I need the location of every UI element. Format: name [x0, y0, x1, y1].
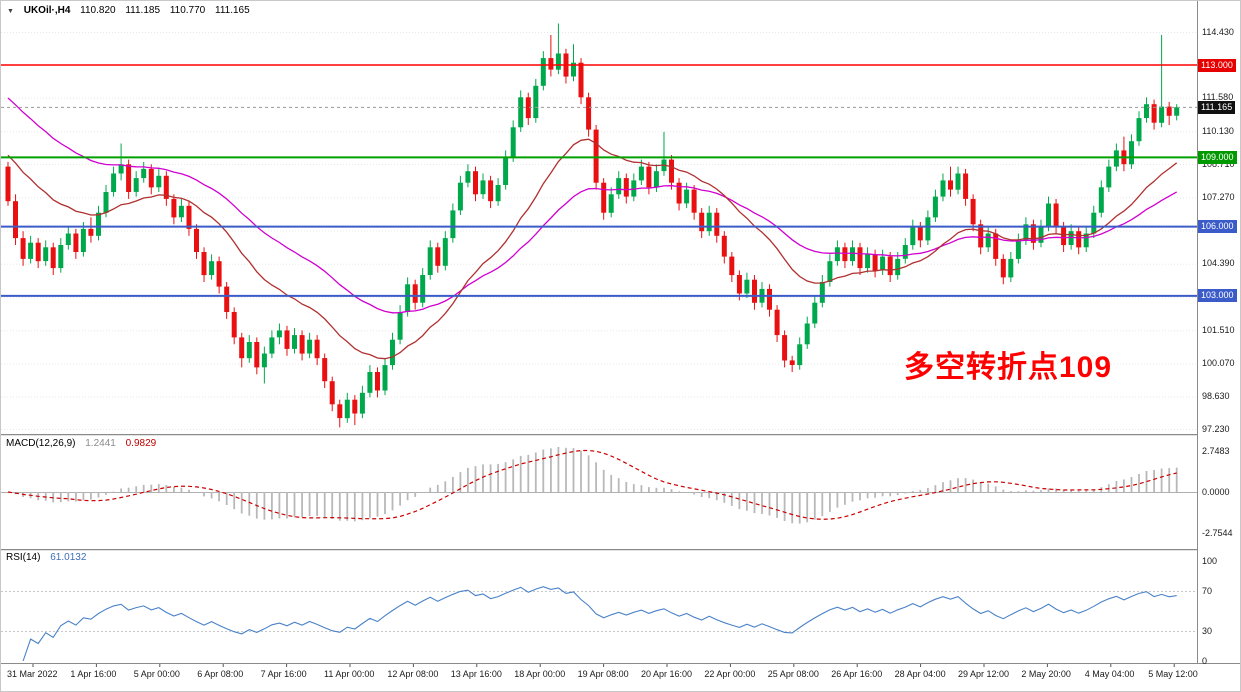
ohlc-close: 111.165: [215, 5, 250, 16]
time-tick-label: 12 Apr 08:00: [387, 669, 439, 679]
time-tick-label: 18 Apr 00:00: [514, 669, 566, 679]
symbol-dropdown-icon[interactable]: ▼: [7, 8, 14, 15]
time-tick-label: 13 Apr 16:00: [450, 669, 502, 679]
time-tick-label: 7 Apr 16:00: [260, 669, 307, 679]
symbol-timeframe-label: UKOil·,H4: [23, 5, 71, 16]
price-tick-label: 97.230: [1202, 423, 1230, 434]
price-tick-label: 110.130: [1202, 125, 1234, 136]
price-tag-103.000: 103.000: [1198, 289, 1237, 303]
macd-main-value: 1.2441: [85, 438, 116, 449]
time-tick-label: 25 Apr 08:00: [767, 669, 819, 679]
ohlc-low: 110.770: [169, 5, 206, 16]
time-tick-label: 26 Apr 16:00: [831, 669, 883, 679]
time-tick-label: 6 Apr 08:00: [197, 669, 244, 679]
price-tag-113.000: 113.000: [1198, 58, 1236, 72]
time-tick-label: 2 May 20:00: [1021, 669, 1071, 679]
macd-tick-label: 0.0000: [1202, 487, 1230, 497]
rsi-header: RSI(14) 61.0132: [6, 552, 93, 563]
time-tick-label: 20 Apr 16:00: [641, 669, 693, 679]
price-axis[interactable]: 114.430111.580110.130108.710107.270105.8…: [1198, 1, 1240, 666]
rsi-value: 61.0132: [50, 552, 87, 563]
price-tag-111.165: 111.165: [1198, 100, 1236, 114]
price-tick-label: 98.630: [1202, 391, 1230, 402]
price-tick-label: 114.430: [1202, 26, 1234, 37]
time-tick-label: 5 May 12:00: [1148, 669, 1198, 679]
ohlc-open: 110.820: [80, 5, 116, 16]
time-tick-label: 31 Mar 2022: [7, 669, 58, 679]
price-tag-106.000: 106.000: [1198, 220, 1237, 234]
rsi-tick-label: 0: [1202, 655, 1208, 666]
rsi-tick-label: 70: [1202, 585, 1213, 596]
macd-signal-value: 0.9829: [125, 438, 157, 449]
price-tag-109.000: 109.000: [1198, 150, 1237, 164]
ohlc-high: 111.185: [125, 5, 161, 16]
rsi-tick-label: 30: [1202, 625, 1213, 636]
macd-header: MACD(12,26,9) 1.2441 0.9829: [6, 438, 163, 449]
rsi-tick-label: 100: [1202, 555, 1218, 566]
price-tick-label: 100.070: [1202, 357, 1235, 368]
price-tick-label: 101.510: [1202, 324, 1235, 335]
macd-tick-label: -2.7544: [1202, 528, 1233, 538]
rsi-indicator-label: RSI(14): [6, 552, 41, 563]
time-tick-label: 28 Apr 04:00: [894, 669, 946, 679]
macd-indicator-label: MACD(12,26,9): [6, 438, 76, 449]
price-tick-label: 107.270: [1202, 191, 1235, 202]
price-tick-label: 104.390: [1202, 258, 1235, 269]
time-tick-label: 29 Apr 12:00: [958, 669, 1010, 679]
time-tick-label: 19 Apr 08:00: [577, 669, 629, 679]
time-tick-label: 1 Apr 16:00: [70, 669, 117, 679]
time-tick-label: 11 Apr 00:00: [324, 669, 375, 679]
macd-tick-label: 2.7483: [1202, 446, 1230, 456]
time-tick-label: 4 May 04:00: [1084, 669, 1135, 679]
time-tick-label: 5 Apr 00:00: [133, 669, 180, 679]
price-tick-label: 111.580: [1202, 92, 1234, 103]
annotation-text[interactable]: 多空转折点109: [904, 351, 1113, 384]
time-tick-label: 22 Apr 00:00: [704, 669, 756, 679]
chart-header: ▼ UKOil·,H4 110.820 111.185 110.770 111.…: [7, 5, 257, 16]
